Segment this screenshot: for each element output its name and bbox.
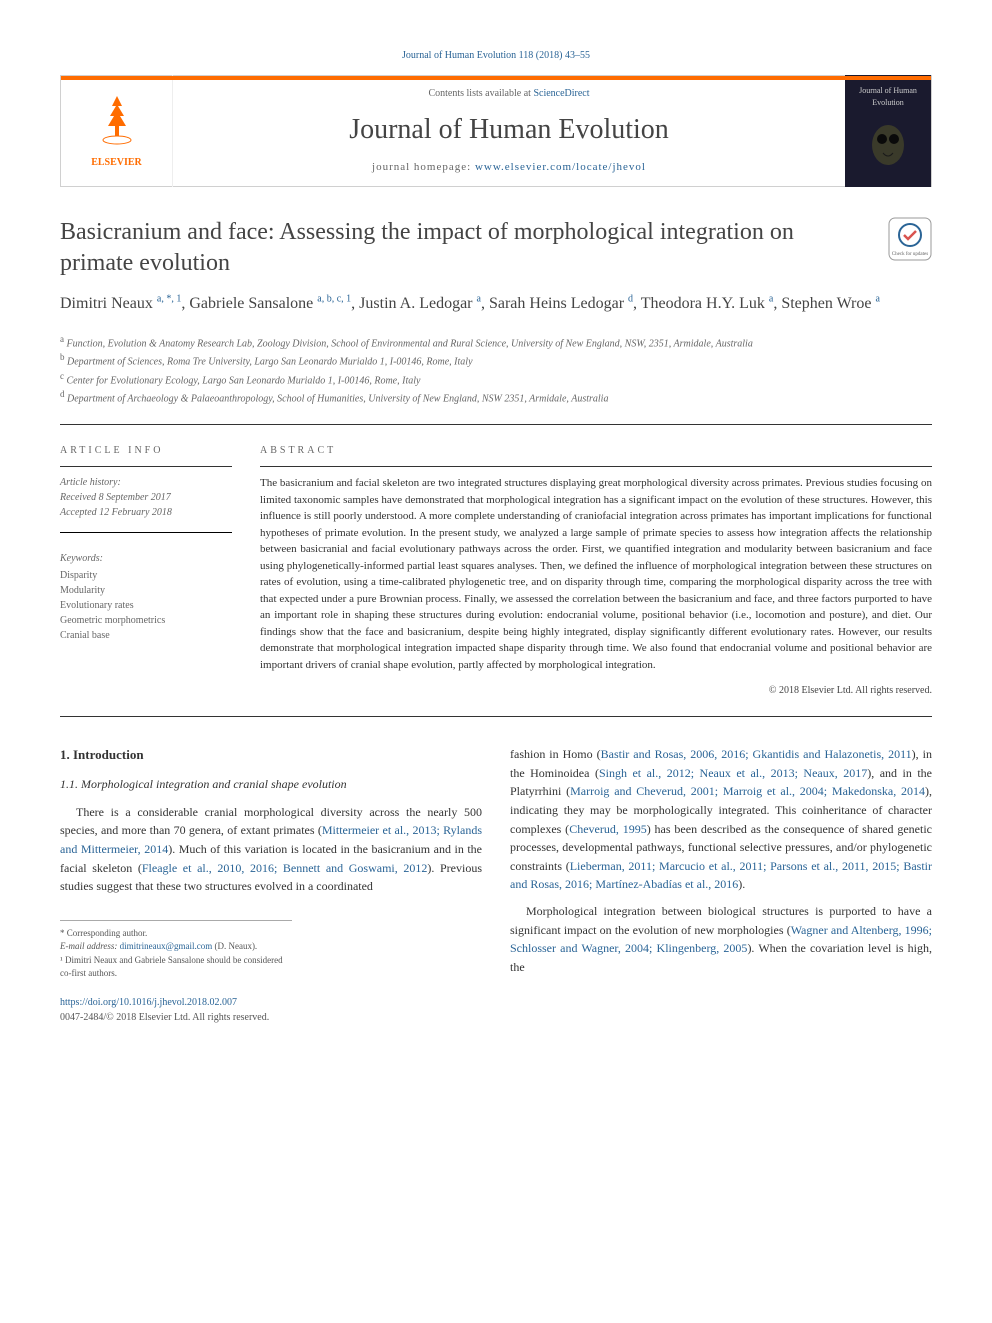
affiliation-line: d Department of Archaeology & Palaeoanth… (60, 388, 932, 406)
left-body-text: There is a considerable cranial morpholo… (60, 803, 482, 896)
journal-header: ELSEVIER Contents lists available at Sci… (60, 75, 932, 187)
keywords: DisparityModularityEvolutionary ratesGeo… (60, 568, 232, 643)
affiliation-line: c Center for Evolutionary Ecology, Largo… (60, 370, 932, 388)
crossmark-badge[interactable]: Check for updates (888, 217, 932, 261)
homepage-link[interactable]: www.elsevier.com/locate/jhevol (475, 161, 646, 173)
citation-link[interactable]: Lieberman, 2011; Marcucio et al., 2011; … (510, 859, 932, 892)
citation-link[interactable]: Mittermeier et al., 2013; Rylands and Mi… (60, 823, 482, 856)
journal-homepage: journal homepage: www.elsevier.com/locat… (173, 159, 845, 176)
article-info-heading: ARTICLE INFO (60, 443, 232, 458)
keyword: Evolutionary rates (60, 598, 232, 613)
publisher-name: ELSEVIER (91, 155, 142, 170)
cover-text: Journal of Human Evolution (845, 83, 931, 111)
footnotes: * Corresponding author. E-mail address: … (60, 920, 292, 981)
article-title: Basicranium and face: Assessing the impa… (60, 217, 868, 279)
sciencedirect-link[interactable]: ScienceDirect (533, 88, 589, 99)
rule-top (60, 424, 932, 425)
journal-citation-link[interactable]: Journal of Human Evolution 118 (2018) 43… (402, 50, 590, 61)
cofirst-note: ¹ Dimitri Neaux and Gabriele Sansalone s… (60, 954, 292, 981)
accepted-date: Accepted 12 February 2018 (60, 505, 232, 520)
doi-link[interactable]: https://doi.org/10.1016/j.jhevol.2018.02… (60, 997, 237, 1008)
header-accent-bar (61, 76, 931, 80)
citation-link[interactable]: Cheverud, 1995 (569, 822, 647, 836)
journal-cover-thumb: Journal of Human Evolution (845, 75, 931, 187)
section-1-heading: 1. Introduction (60, 745, 482, 765)
received-date: Received 8 September 2017 (60, 490, 232, 505)
abstract: ABSTRACT The basicranium and facial skel… (260, 443, 932, 698)
abstract-heading: ABSTRACT (260, 443, 932, 458)
citation-link[interactable]: Wagner and Altenberg, 1996; Schlosser an… (510, 923, 932, 956)
affiliation-line: b Department of Sciences, Roma Tre Unive… (60, 351, 932, 369)
citation-link[interactable]: Fleagle et al., 2010, 2016; Bennett and … (142, 861, 428, 875)
elsevier-tree-icon (94, 92, 140, 155)
citation-link[interactable]: Marroig and Cheverud, 2001; Marroig et a… (570, 784, 925, 798)
keyword: Cranial base (60, 628, 232, 643)
svg-text:Check for updates: Check for updates (892, 252, 928, 257)
affiliation-line: a Function, Evolution & Anatomy Research… (60, 333, 932, 351)
article-info: ARTICLE INFO Article history: Received 8… (60, 443, 260, 698)
right-body-text: fashion in Homo (Bastir and Rosas, 2006,… (510, 745, 932, 976)
journal-citation: Journal of Human Evolution 118 (2018) 43… (60, 48, 932, 63)
email-label: E-mail address: (60, 941, 120, 951)
contents-line: Contents lists available at ScienceDirec… (173, 86, 845, 101)
keyword: Modularity (60, 583, 232, 598)
citation-link[interactable]: Singh et al., 2012; Neaux et al., 2013; … (599, 766, 867, 780)
abstract-text: The basicranium and facial skeleton are … (260, 475, 932, 673)
citation-link[interactable]: Bastir and Rosas, 2006, 2016; Gkantidis … (601, 747, 912, 761)
publisher-logo: ELSEVIER (61, 75, 173, 187)
abstract-rule (260, 466, 932, 467)
issn-line: 0047-2484/© 2018 Elsevier Ltd. All right… (60, 1012, 269, 1023)
email-name: (D. Neaux). (214, 941, 257, 951)
contents-prefix: Contents lists available at (428, 88, 533, 99)
affiliations: a Function, Evolution & Anatomy Research… (60, 333, 932, 406)
keyword: Disparity (60, 568, 232, 583)
homepage-prefix: journal homepage: (372, 161, 475, 173)
corresponding-note: * Corresponding author. (60, 927, 292, 941)
left-column: 1. Introduction 1.1. Morphological integ… (60, 745, 482, 1024)
author-email-link[interactable]: dimitrineaux@gmail.com (120, 941, 213, 951)
history-label: Article history: (60, 475, 232, 490)
email-line: E-mail address: dimitrineaux@gmail.com (… (60, 940, 292, 954)
doi-block: https://doi.org/10.1016/j.jhevol.2018.02… (60, 995, 482, 1025)
abstract-copyright: © 2018 Elsevier Ltd. All rights reserved… (260, 683, 932, 698)
right-column: fashion in Homo (Bastir and Rosas, 2006,… (510, 745, 932, 1024)
header-center: Contents lists available at ScienceDirec… (173, 78, 845, 184)
article-info-rule (60, 466, 232, 467)
authors: Dimitri Neaux a, *, 1, Gabriele Sansalon… (60, 291, 932, 317)
journal-name: Journal of Human Evolution (173, 109, 845, 151)
keyword: Geometric morphometrics (60, 613, 232, 628)
article-info-rule-2 (60, 532, 232, 533)
keywords-label: Keywords: (60, 551, 232, 566)
section-1-1-heading: 1.1. Morphological integration and crani… (60, 775, 482, 793)
rule-bottom (60, 716, 932, 717)
